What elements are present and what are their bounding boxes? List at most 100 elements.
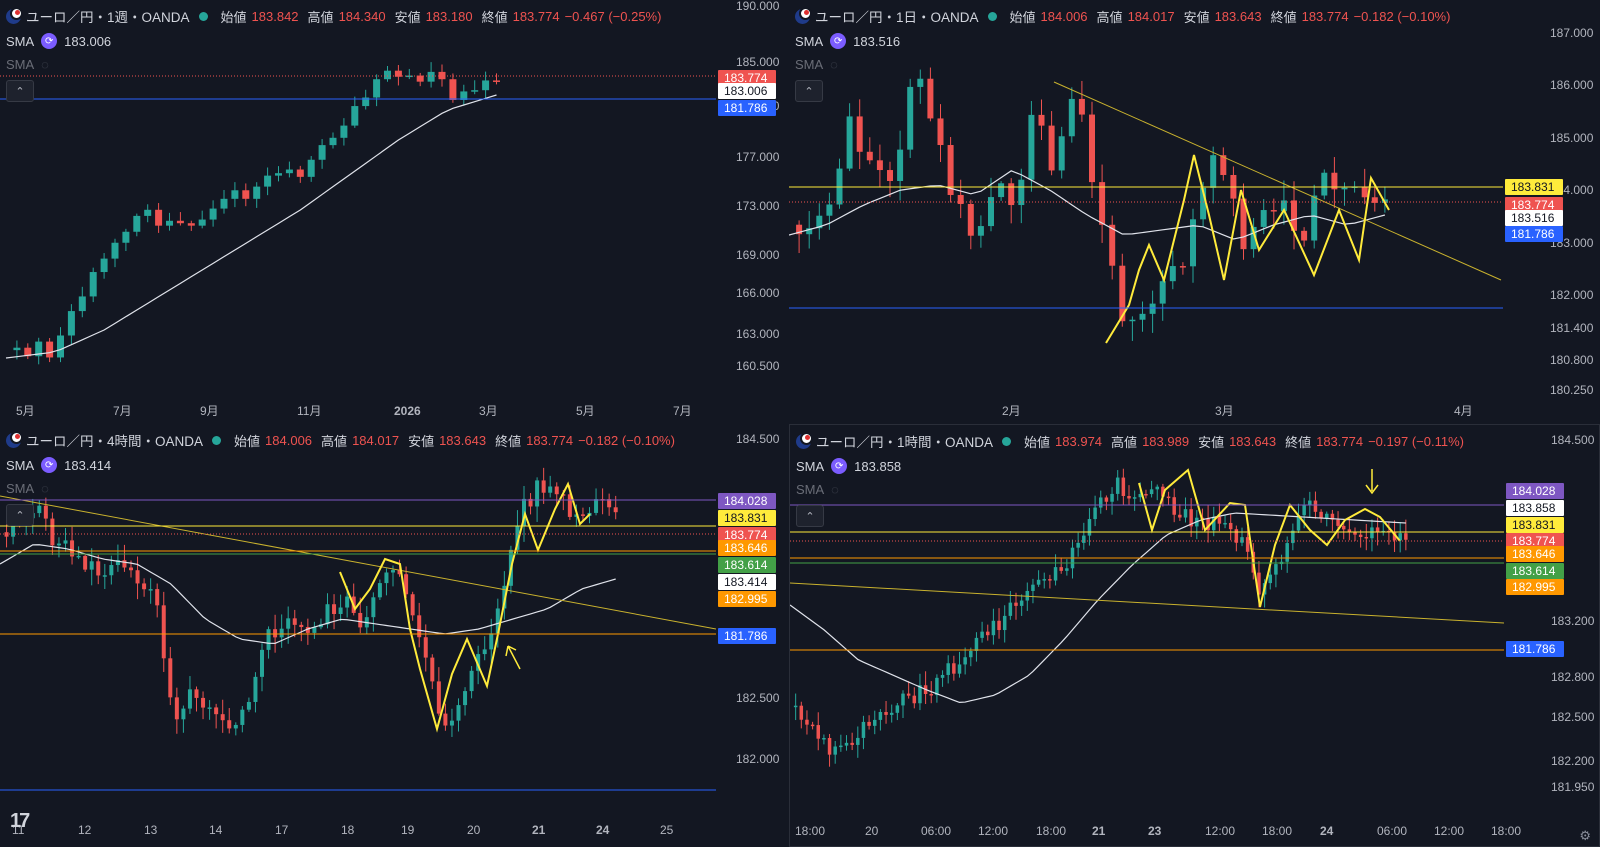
candle-body bbox=[1313, 500, 1318, 512]
candle-body bbox=[476, 654, 481, 671]
candle-body bbox=[325, 604, 330, 625]
collapse-indicators-button[interactable]: ⌃ bbox=[796, 505, 824, 527]
candle-body bbox=[394, 70, 402, 77]
candle-body bbox=[135, 570, 140, 584]
price-tag bbox=[1506, 500, 1564, 516]
candle-body bbox=[856, 116, 863, 152]
price-tag-label: 184.028 bbox=[1512, 484, 1556, 498]
h4-chart-svg[interactable]: 184.500 182.500 182.000 11 12 13 14 17 18 19 20 21 2… bbox=[0, 424, 786, 847]
sma-indicator-row[interactable]: SMA ⟳ 183.516 bbox=[795, 33, 900, 49]
candle-body bbox=[495, 608, 500, 634]
symbol-header: ユーロ／円・1週・OANDA 始値 183.842 高値 184.340 安値 183… bbox=[6, 6, 661, 26]
candle-body bbox=[201, 697, 206, 708]
eye-hidden-icon[interactable]: ◌ bbox=[41, 57, 49, 72]
candle-body bbox=[1002, 615, 1007, 631]
candle-body bbox=[1018, 179, 1025, 206]
sma-settings-icon[interactable]: ⟳ bbox=[41, 33, 58, 49]
price-tag-label: 183.831 bbox=[1511, 180, 1555, 194]
price-tag-label: 183.774 bbox=[1512, 534, 1556, 548]
price-axis-tick-label: 185.000 bbox=[1550, 131, 1594, 145]
sma-hidden-row[interactable]: SMA ◌ bbox=[6, 481, 49, 496]
collapse-indicators-button[interactable]: ⌃ bbox=[795, 80, 823, 102]
eye-hidden-icon[interactable]: ◌ bbox=[41, 481, 49, 496]
price-tag bbox=[1505, 179, 1563, 195]
sma-line bbox=[790, 512, 1406, 704]
candle-body bbox=[423, 637, 428, 658]
candle-body bbox=[1321, 172, 1328, 196]
h1-chart-svg[interactable]: 184.500 183.200 182.800 182.500 182.200 181.9… bbox=[790, 425, 1600, 847]
candle-body bbox=[489, 633, 494, 650]
tradingview-logo-icon[interactable]: 17 bbox=[10, 810, 30, 832]
candle-body bbox=[1301, 230, 1308, 241]
change-value: −0.197 (−0.11%) bbox=[1368, 433, 1464, 449]
price-tag bbox=[718, 574, 776, 590]
time-axis-tick-label: 3月 bbox=[479, 404, 498, 418]
candle-body bbox=[1189, 509, 1193, 527]
price-tag-label: 183.774 bbox=[724, 528, 768, 542]
symbol-title[interactable]: ユーロ／円・4時間・OANDA bbox=[26, 434, 204, 449]
candle-body bbox=[974, 637, 979, 651]
daily-chart-svg[interactable]: 187.000186.000185.000184.000183.000182.0… bbox=[789, 0, 1600, 420]
symbol-title[interactable]: ユーロ／円・1時間・OANDA bbox=[816, 435, 994, 450]
candle-body bbox=[279, 628, 284, 638]
settings-gear-icon[interactable]: ⚙ bbox=[1579, 828, 1591, 843]
eye-hidden-icon[interactable]: ◌ bbox=[831, 482, 839, 497]
sma-value: 183.006 bbox=[64, 33, 112, 49]
chart-panel-weekly[interactable]: 190.000185.000181.000177.000173.000169.0… bbox=[0, 0, 786, 420]
sma-label: SMA bbox=[6, 33, 35, 49]
high-value: 184.017 bbox=[1127, 8, 1175, 24]
price-axis-tick-label: 184.500 bbox=[1551, 433, 1595, 447]
candle-body bbox=[878, 712, 883, 720]
candle-body bbox=[384, 70, 391, 80]
eye-hidden-icon[interactable]: ◌ bbox=[830, 57, 838, 72]
candle-body bbox=[1398, 533, 1402, 541]
sma-settings-icon[interactable]: ⟳ bbox=[830, 33, 847, 49]
price-tag-label: 181.786 bbox=[724, 101, 768, 115]
sma-hidden-row[interactable]: SMA ◌ bbox=[6, 57, 49, 72]
market-status-icon bbox=[1002, 436, 1012, 446]
sma-indicator-row[interactable]: SMA ⟳ 183.858 bbox=[796, 458, 901, 474]
sma-line bbox=[0, 544, 616, 644]
time-axis-tick-label: 19 bbox=[401, 823, 415, 837]
high-value: 183.989 bbox=[1142, 433, 1190, 449]
time-axis-tick-label: 06:00 bbox=[921, 824, 951, 838]
sma-settings-icon[interactable]: ⟳ bbox=[831, 458, 848, 474]
sma-hidden-row[interactable]: SMA ◌ bbox=[795, 57, 838, 72]
candle-body bbox=[1053, 567, 1058, 581]
candle-body bbox=[1038, 114, 1045, 126]
candle-body bbox=[345, 596, 350, 608]
symbol-title[interactable]: ユーロ／円・1日・OANDA bbox=[815, 10, 979, 25]
time-axis-tick-label: 20 bbox=[467, 823, 481, 837]
chart-panel-4h[interactable]: 184.500 182.500 182.000 11 12 13 14 17 18 19 20 21 2… bbox=[0, 424, 786, 847]
candle-body bbox=[796, 224, 803, 235]
candle-body bbox=[1138, 493, 1143, 498]
sma-settings-icon[interactable]: ⟳ bbox=[41, 457, 58, 473]
candle-body bbox=[1404, 533, 1408, 540]
candle-body bbox=[1223, 522, 1227, 525]
collapse-indicators-button[interactable]: ⌃ bbox=[6, 80, 34, 102]
candle-body bbox=[231, 190, 239, 199]
sma-indicator-row[interactable]: SMA ⟳ 183.414 bbox=[6, 457, 111, 473]
sma-label: SMA bbox=[6, 481, 35, 496]
weekly-chart-svg[interactable]: 190.000185.000181.000177.000173.000169.0… bbox=[0, 0, 786, 420]
candle-body bbox=[220, 198, 228, 209]
candle-body bbox=[482, 80, 490, 91]
chart-panel-1h[interactable]: 184.500 183.200 182.800 182.500 182.200 181.9… bbox=[789, 424, 1600, 847]
sma-hidden-row[interactable]: SMA ◌ bbox=[796, 482, 839, 497]
candle-body bbox=[338, 607, 343, 614]
symbol-title[interactable]: ユーロ／円・1週・OANDA bbox=[26, 10, 190, 25]
candle-body bbox=[833, 746, 837, 755]
candle-body bbox=[1008, 602, 1013, 616]
candle-body bbox=[1089, 114, 1095, 183]
candle-body bbox=[1068, 98, 1075, 137]
trendline bbox=[790, 582, 1505, 624]
collapse-indicators-button[interactable]: ⌃ bbox=[6, 504, 34, 526]
candle-body bbox=[1115, 477, 1120, 494]
chart-panel-daily[interactable]: 187.000 186.000 185.000 184.000 183.000 182.0… bbox=[789, 0, 1600, 420]
sma-indicator-row[interactable]: SMA ⟳ 183.006 bbox=[6, 33, 111, 49]
price-axis-tick-label: 183.200 bbox=[1551, 614, 1595, 628]
candle-body bbox=[155, 209, 163, 226]
candle-body bbox=[912, 695, 917, 704]
candle-body bbox=[952, 663, 956, 674]
close-label: 終値 bbox=[481, 9, 508, 25]
